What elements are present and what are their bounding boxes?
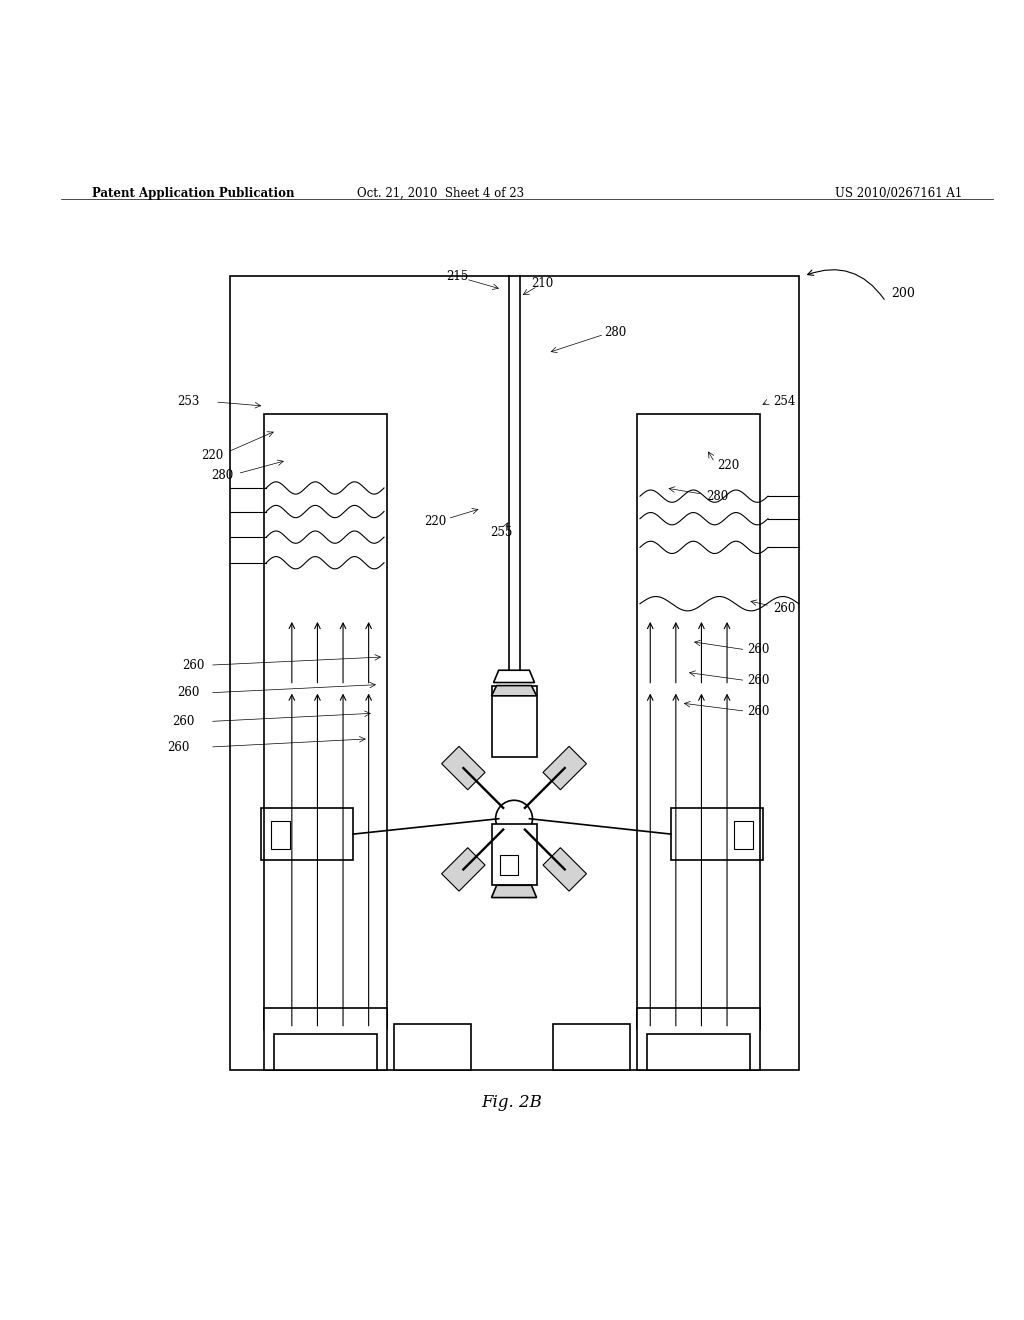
- Text: 260: 260: [748, 705, 770, 718]
- Text: 210: 210: [531, 277, 554, 289]
- Text: 260: 260: [167, 741, 189, 754]
- Text: 260: 260: [748, 675, 770, 686]
- Text: 200: 200: [891, 286, 914, 300]
- Bar: [637, 1008, 760, 1069]
- Text: 254: 254: [773, 396, 796, 408]
- Text: 260: 260: [172, 715, 195, 727]
- Bar: [271, 821, 290, 850]
- Bar: [500, 854, 518, 875]
- Text: 220: 220: [201, 449, 223, 462]
- Text: 260: 260: [748, 643, 770, 656]
- Text: 255: 255: [490, 525, 513, 539]
- Text: 220: 220: [717, 459, 739, 473]
- Bar: [274, 1034, 377, 1069]
- Bar: [647, 1034, 750, 1069]
- Bar: [230, 276, 799, 1069]
- Bar: [543, 746, 587, 789]
- Text: 260: 260: [182, 659, 205, 672]
- Text: 280: 280: [211, 469, 233, 482]
- Polygon shape: [492, 886, 537, 898]
- Bar: [671, 808, 763, 859]
- Text: 280: 280: [707, 490, 729, 503]
- FancyBboxPatch shape: [492, 685, 537, 758]
- Text: 215: 215: [446, 269, 469, 282]
- Bar: [441, 746, 485, 789]
- Bar: [543, 847, 587, 891]
- Text: 220: 220: [424, 515, 446, 528]
- Bar: [553, 1023, 630, 1069]
- Bar: [261, 808, 353, 859]
- Text: 260: 260: [177, 686, 200, 700]
- Bar: [264, 1008, 387, 1069]
- Circle shape: [496, 800, 532, 837]
- Bar: [441, 847, 485, 891]
- FancyBboxPatch shape: [492, 824, 537, 886]
- Text: Oct. 21, 2010  Sheet 4 of 23: Oct. 21, 2010 Sheet 4 of 23: [356, 187, 524, 199]
- Text: Fig. 2B: Fig. 2B: [481, 1094, 543, 1111]
- Polygon shape: [492, 685, 537, 696]
- Text: Patent Application Publication: Patent Application Publication: [92, 187, 295, 199]
- Text: US 2010/0267161 A1: US 2010/0267161 A1: [836, 187, 963, 199]
- Text: 280: 280: [604, 326, 627, 339]
- Polygon shape: [494, 671, 535, 682]
- Bar: [637, 414, 760, 1028]
- Bar: [394, 1023, 471, 1069]
- Text: 253: 253: [177, 396, 200, 408]
- Bar: [264, 414, 387, 1028]
- Text: 260: 260: [773, 602, 796, 615]
- Bar: [734, 821, 753, 850]
